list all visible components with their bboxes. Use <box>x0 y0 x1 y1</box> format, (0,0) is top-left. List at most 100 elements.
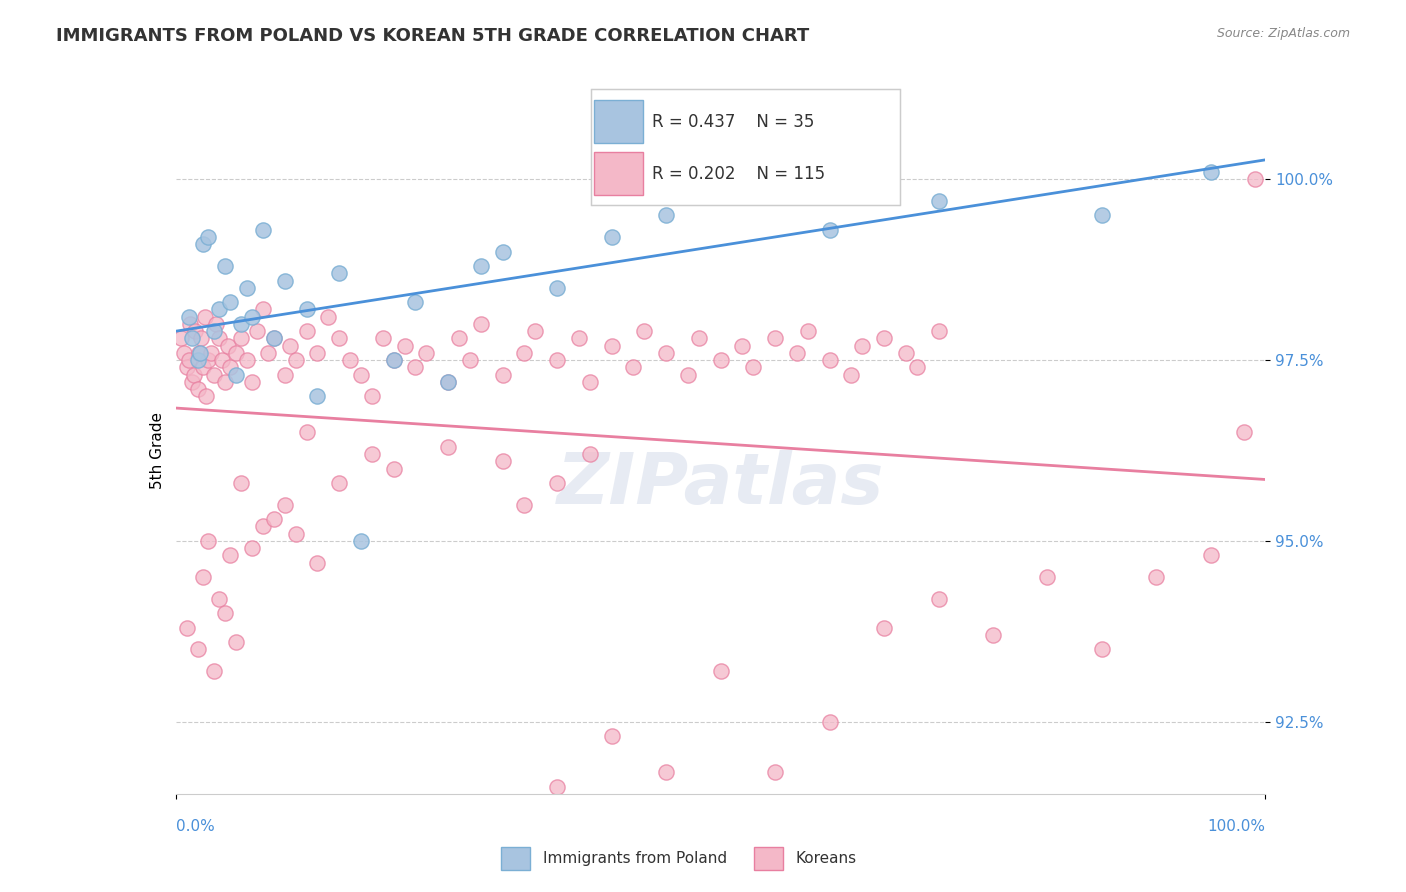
Point <box>447 331 470 345</box>
Point <box>240 375 263 389</box>
Text: 0.0%: 0.0% <box>176 819 215 834</box>
Point <box>225 368 247 382</box>
Point <box>208 591 231 606</box>
Point <box>190 331 212 345</box>
Point <box>905 360 928 375</box>
Point <box>235 353 257 368</box>
Point <box>197 353 219 368</box>
Point <box>184 324 207 338</box>
Point <box>274 498 297 512</box>
Point <box>579 447 602 461</box>
Point <box>458 353 481 368</box>
Point <box>176 621 198 635</box>
Point <box>197 230 219 244</box>
Point <box>191 570 214 584</box>
Point <box>928 591 950 606</box>
Point <box>415 346 437 360</box>
Point <box>186 353 209 368</box>
Point <box>240 541 263 555</box>
Point <box>257 346 280 360</box>
Point <box>405 360 427 375</box>
Point <box>797 324 820 338</box>
Point <box>195 389 218 403</box>
Point <box>318 310 340 324</box>
Point <box>252 302 274 317</box>
Point <box>600 729 623 743</box>
Point <box>188 346 211 360</box>
FancyBboxPatch shape <box>593 152 643 194</box>
Point <box>492 368 515 382</box>
Point <box>173 346 195 360</box>
Point <box>600 230 623 244</box>
Point <box>470 317 492 331</box>
Point <box>894 346 917 360</box>
Text: R = 0.437    N = 35: R = 0.437 N = 35 <box>652 112 814 130</box>
Point <box>263 331 285 345</box>
Text: ZIPatlas: ZIPatlas <box>557 450 884 519</box>
Point <box>219 295 242 310</box>
Point <box>284 353 307 368</box>
Point <box>818 223 841 237</box>
Point <box>1233 425 1256 440</box>
Point <box>181 331 204 345</box>
Point <box>568 331 591 345</box>
Point <box>1199 549 1222 563</box>
Point <box>524 324 547 338</box>
Point <box>1036 570 1059 584</box>
Point <box>1243 172 1265 186</box>
Point <box>328 331 350 345</box>
Point <box>710 186 733 201</box>
Point <box>350 533 373 548</box>
Point <box>202 368 225 382</box>
Point <box>579 375 602 389</box>
Text: IMMIGRANTS FROM POLAND VS KOREAN 5TH GRADE CORRELATION CHART: IMMIGRANTS FROM POLAND VS KOREAN 5TH GRA… <box>56 27 810 45</box>
FancyBboxPatch shape <box>593 100 643 143</box>
Point <box>873 331 896 345</box>
Point <box>231 331 253 345</box>
Point <box>176 360 198 375</box>
Point <box>194 310 217 324</box>
Point <box>274 368 297 382</box>
Point <box>688 331 710 345</box>
Point <box>873 621 896 635</box>
Point <box>763 172 786 186</box>
Point <box>191 360 214 375</box>
Point <box>328 475 350 490</box>
Point <box>1091 209 1114 223</box>
Point <box>394 338 416 352</box>
Point <box>731 338 754 352</box>
Point <box>186 642 209 657</box>
Point <box>225 635 247 649</box>
Point <box>851 338 873 352</box>
Point <box>235 281 257 295</box>
Text: 100.0%: 100.0% <box>1208 819 1265 834</box>
Text: Immigrants from Poland: Immigrants from Poland <box>543 851 727 866</box>
Point <box>1199 165 1222 179</box>
Point <box>208 331 231 345</box>
Point <box>382 353 405 368</box>
Point <box>382 353 405 368</box>
Text: R = 0.202    N = 115: R = 0.202 N = 115 <box>652 165 825 183</box>
Point <box>295 324 318 338</box>
Point <box>763 765 786 780</box>
Point <box>546 475 568 490</box>
Text: Koreans: Koreans <box>796 851 856 866</box>
Point <box>437 375 460 389</box>
Point <box>179 317 201 331</box>
Point <box>263 512 285 526</box>
Point <box>205 317 228 331</box>
Bar <box>754 847 783 870</box>
Point <box>600 338 623 352</box>
Point <box>328 266 350 280</box>
Point <box>437 440 460 454</box>
Point <box>655 765 678 780</box>
Point <box>170 331 193 345</box>
Point <box>437 375 460 389</box>
Point <box>492 454 515 468</box>
Point <box>742 360 765 375</box>
Point <box>187 346 209 360</box>
Point <box>214 375 236 389</box>
Point <box>219 360 242 375</box>
Point <box>818 353 841 368</box>
Point <box>295 425 318 440</box>
